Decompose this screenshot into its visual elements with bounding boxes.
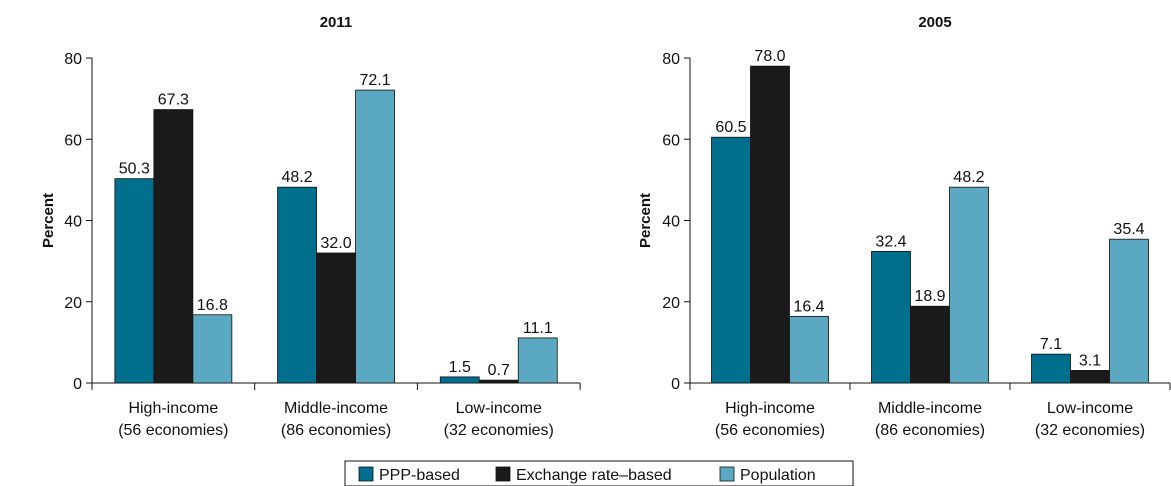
chart-title: 2011 [320, 14, 353, 31]
bar-population [192, 314, 233, 384]
data-label: 0.7 [488, 362, 510, 379]
data-label: 50.3 [119, 161, 150, 178]
data-label: 35.4 [1113, 221, 1144, 238]
x-category-label: Low-income [1047, 400, 1133, 417]
y-tick-label: 0 [671, 376, 680, 393]
y-tick-label: 80 [64, 51, 82, 68]
data-label: 16.8 [197, 297, 228, 314]
data-label: 32.4 [875, 233, 906, 250]
legend-frame [344, 460, 854, 486]
x-category-sublabel: (56 economies) [715, 422, 825, 439]
data-label: 67.3 [158, 92, 189, 109]
bar-exchange [316, 252, 356, 384]
x-category-sublabel: (86 economies) [281, 422, 391, 439]
data-label: 18.9 [914, 288, 945, 305]
data-label: 3.1 [1079, 352, 1101, 369]
bar-population [517, 337, 558, 384]
chart-panel-2011: 2011 Percent 0 20 40 60 80 50.3 67.3 16.8 High-inc… [40, 14, 581, 439]
data-label: 32.0 [320, 235, 351, 252]
y-tick-label: 60 [64, 132, 82, 149]
bar-ppp [114, 178, 155, 384]
y-axis-label: Percent [40, 193, 57, 248]
y-tick-label: 60 [662, 132, 680, 149]
chart-title: 2005 [918, 14, 951, 31]
x-category-sublabel: (32 economies) [1035, 422, 1145, 439]
bar-ppp [439, 376, 480, 384]
data-label: 72.1 [359, 72, 390, 89]
x-category-sublabel: (86 economies) [875, 422, 985, 439]
bar-exchange [153, 109, 194, 384]
data-label: 7.1 [1040, 336, 1062, 353]
data-label: 1.5 [449, 359, 471, 376]
data-label: 78.0 [754, 48, 785, 65]
legend-label-ppp: PPP-based [379, 467, 460, 484]
bar-exchange [478, 379, 519, 384]
bar-ppp [277, 186, 317, 384]
bar-population [1109, 238, 1149, 384]
chart-panel-2005: 2005 Percent 0 20 40 60 80 60.5 78.0 16.4 High-inc… [637, 14, 1171, 439]
bar-exchange [910, 305, 950, 384]
legend: PPP-based Exchange rate–based Population [344, 460, 854, 486]
x-category-sublabel: (32 economies) [444, 422, 554, 439]
y-tick-label: 80 [662, 51, 680, 68]
x-category-sublabel: (56 economies) [118, 422, 228, 439]
bar-ppp [871, 250, 911, 384]
bar-ppp [711, 136, 751, 384]
legend-label-exchange: Exchange rate–based [516, 467, 672, 484]
legend-swatch-ppp [358, 466, 374, 482]
x-category-label: Middle-income [284, 400, 388, 417]
bar-population [355, 89, 395, 384]
data-label: 16.4 [793, 298, 824, 315]
legend-swatch-exchange [495, 466, 511, 482]
y-tick-label: 20 [662, 295, 680, 312]
y-tick-label: 20 [64, 295, 82, 312]
data-label: 48.2 [281, 169, 312, 186]
y-tick-label: 0 [73, 376, 82, 393]
bar-exchange [750, 65, 790, 384]
y-tick-label: 40 [662, 214, 680, 231]
data-label: 11.1 [523, 320, 553, 337]
x-category-label: High-income [128, 400, 218, 417]
x-category-label: High-income [725, 400, 815, 417]
y-axis-label: Percent [637, 193, 654, 248]
data-label: 48.2 [953, 169, 984, 186]
legend-swatch-population [719, 466, 735, 482]
x-category-label: Low-income [456, 400, 542, 417]
data-label: 60.5 [715, 119, 746, 136]
y-tick-label: 40 [64, 214, 82, 231]
legend-label-population: Population [740, 467, 816, 484]
bar-ppp [1031, 353, 1071, 384]
bar-population [789, 315, 829, 384]
bar-population [949, 186, 989, 384]
bar-exchange [1070, 370, 1110, 384]
x-category-label: Middle-income [878, 400, 982, 417]
